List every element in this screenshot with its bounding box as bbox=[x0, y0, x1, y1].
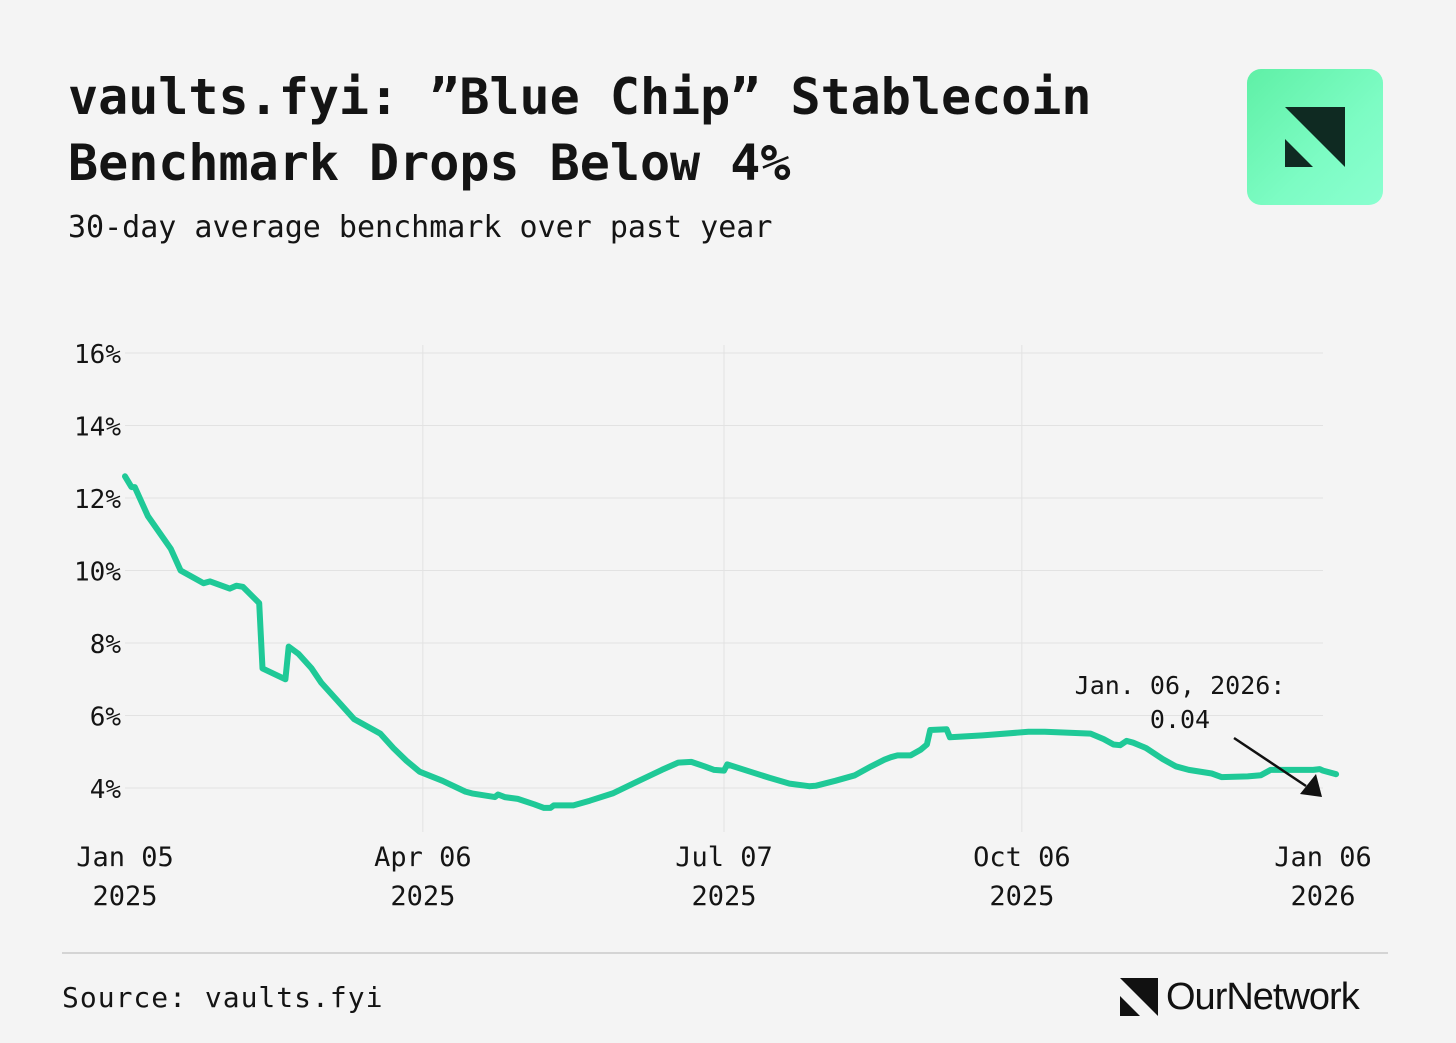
x-tick-label-year: 2025 bbox=[691, 881, 756, 912]
y-tick-label: 14% bbox=[74, 413, 121, 443]
x-tick-label: Apr 06 bbox=[374, 842, 472, 873]
y-tick-label: 8% bbox=[90, 630, 122, 660]
x-tick-label-year: 2026 bbox=[1290, 881, 1355, 912]
x-tick-label: Jul 07 bbox=[675, 842, 773, 873]
x-tick-label-year: 2025 bbox=[92, 881, 157, 912]
ournetwork-mark-icon bbox=[1120, 978, 1158, 1016]
source-note: Source: vaults.fyi bbox=[62, 981, 384, 1014]
footer-divider bbox=[62, 952, 1388, 954]
y-tick-label: 16% bbox=[74, 340, 121, 370]
y-tick-label: 12% bbox=[74, 485, 121, 515]
x-tick-label-year: 2025 bbox=[390, 881, 455, 912]
annotation-arrow-line bbox=[1233, 736, 1307, 788]
series-line bbox=[122, 473, 1340, 811]
x-tick-label: Oct 06 bbox=[973, 842, 1071, 873]
y-tick-label: 6% bbox=[90, 703, 122, 733]
x-tick-label: Jan 06 bbox=[1274, 842, 1372, 873]
chart-title: vaults.fyi: ”Blue Chip” Stablecoin Bench… bbox=[68, 68, 1092, 192]
y-tick-label: 4% bbox=[90, 775, 122, 805]
annotation-label: Jan. 06, 2026: bbox=[1075, 671, 1286, 700]
brand-logo: OurNetwork bbox=[1120, 974, 1360, 1020]
brand-name: OurNetwork bbox=[1166, 975, 1360, 1018]
x-tick-label-year: 2025 bbox=[989, 881, 1054, 912]
y-tick-label: 10% bbox=[74, 558, 121, 588]
ournetwork-mark-icon bbox=[1285, 107, 1345, 167]
logo-tile bbox=[1247, 69, 1383, 205]
x-tick-label: Jan 05 bbox=[76, 842, 174, 873]
chart-subtitle: 30-day average benchmark over past year bbox=[68, 210, 773, 245]
line-chart: 4% 6% 8% 10% 12% 14% 16% Jan 05 2025 Apr 06 2025 Ju… bbox=[74, 340, 1372, 912]
annotation-value: 0.04 bbox=[1150, 705, 1210, 734]
annotation-arrow-head bbox=[1300, 774, 1322, 797]
